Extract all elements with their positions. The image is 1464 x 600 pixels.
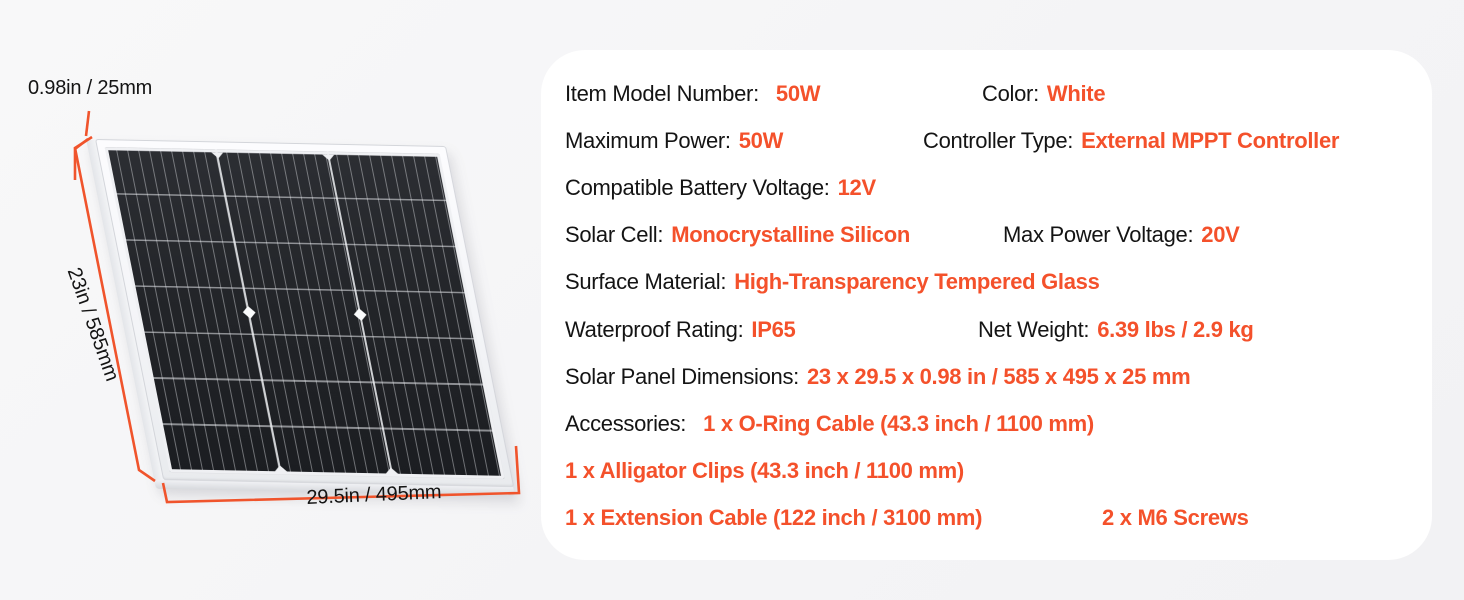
spec-value: White (1046, 80, 1106, 106)
solar-panel-illustration (86, 139, 515, 496)
spec-label: Solar Cell: (565, 222, 664, 248)
spec-value: 50W (738, 127, 784, 153)
spec-value: High-Transparency Tempered Glass (734, 269, 1100, 295)
spec-label: Controller Type: (923, 127, 1074, 153)
spec-pair: 2 x M6 Screws (1102, 505, 1249, 531)
spec-pair: Net Weight: 6.39 lbs / 2.9 kg (978, 317, 1254, 343)
spec-card: Item Model Number: 50W Color: White Maxi… (541, 50, 1432, 560)
spec-value: 20V (1201, 222, 1240, 248)
spec-pair: Max Power Voltage: 20V (1003, 222, 1240, 248)
spec-value: Monocrystalline Silicon (671, 222, 911, 248)
spec-pair: Color: White (982, 80, 1106, 107)
spec-label: Accessories: (565, 410, 687, 436)
spec-pair: Waterproof Rating: IP65 (565, 316, 796, 343)
busbar-diamond-icon (353, 307, 367, 321)
spec-pair: 1 x Alligator Clips (43.3 inch / 1100 mm… (565, 458, 964, 484)
spec-label: Waterproof Rating: (565, 316, 744, 342)
spec-row-alligator-clips: 1 x Alligator Clips (43.3 inch / 1100 mm… (565, 448, 1408, 495)
spec-row-cell-voltage: Solar Cell: Monocrystalline Silicon Max … (565, 212, 1408, 259)
spec-label: Item Model Number: (565, 80, 759, 106)
spec-row-accessories: Accessories: 1 x O-Ring Cable (43.3 inch… (565, 400, 1408, 447)
panel-cell-grid (104, 147, 505, 479)
spec-pair: Surface Material: High-Transparency Temp… (565, 269, 1100, 295)
panel-frame (95, 139, 515, 488)
spec-row-model-color: Item Model Number: 50W Color: White (565, 70, 1408, 117)
spec-label: Color: (982, 80, 1039, 106)
spec-value: 6.39 lbs / 2.9 kg (1097, 316, 1254, 342)
spec-value: External MPPT Controller (1081, 127, 1340, 153)
spec-pair: Compatible Battery Voltage: 12V (565, 175, 876, 201)
spec-label: Surface Material: (565, 269, 727, 295)
spec-value: 12V (837, 174, 877, 200)
cell-gap-notch (384, 467, 399, 474)
spec-pair: Solar Cell: Monocrystalline Silicon (565, 222, 910, 248)
spec-row-waterproof-weight: Waterproof Rating: IP65 Net Weight: 6.39… (565, 306, 1408, 353)
spec-value: 1 x Alligator Clips (43.3 inch / 1100 mm… (565, 458, 964, 484)
spec-pair: Controller Type: External MPPT Controlle… (923, 128, 1339, 154)
spec-value: 2 x M6 Screws (1102, 505, 1249, 531)
thickness-dimension-label: 0.98in / 25mm (28, 77, 153, 99)
spec-label: Max Power Voltage: (1003, 222, 1194, 248)
spec-value: 1 x O-Ring Cable (43.3 inch / 1100 mm) (703, 410, 1094, 436)
spec-pair: Item Model Number: 50W (565, 80, 821, 107)
cell-gap-notch (210, 152, 224, 159)
thickness-bracket-line (73, 137, 89, 180)
spec-row-extension-screws: 1 x Extension Cable (122 inch / 3100 mm)… (565, 495, 1408, 542)
spec-pair: Solar Panel Dimensions: 23 x 29.5 x 0.98… (565, 363, 1191, 390)
spec-label: Compatible Battery Voltage: (565, 174, 830, 200)
spec-value: 50W (775, 80, 821, 106)
spec-label: Maximum Power: (565, 127, 731, 153)
thickness-leader-line (84, 110, 91, 137)
spec-row-battery-voltage: Compatible Battery Voltage: 12V (565, 164, 1408, 211)
spec-row-dimensions: Solar Panel Dimensions: 23 x 29.5 x 0.98… (565, 353, 1408, 400)
spec-label: Net Weight: (978, 316, 1090, 342)
cell-gap-notch (273, 465, 287, 472)
cell-gap-notch (322, 154, 336, 161)
spec-value: 23 x 29.5 x 0.98 in / 585 x 495 x 25 mm (807, 363, 1191, 389)
spec-pair: Maximum Power: 50W (565, 128, 783, 154)
spec-row-power-controller: Maximum Power: 50W Controller Type: Exte… (565, 117, 1408, 164)
spec-pair: 1 x Extension Cable (122 inch / 3100 mm) (565, 505, 982, 531)
spec-label: Solar Panel Dimensions: (565, 363, 799, 389)
solar-panel-diagram: 0.98in / 25mm 23in / 585mm 29.5in / 495m… (0, 0, 560, 600)
spec-value: IP65 (751, 316, 796, 342)
spec-row-surface: Surface Material: High-Transparency Temp… (565, 259, 1408, 306)
spec-value: 1 x Extension Cable (122 inch / 3100 mm) (565, 505, 983, 531)
spec-pair: Accessories: 1 x O-Ring Cable (43.3 inch… (565, 411, 1094, 437)
busbar-diamond-icon (242, 305, 256, 319)
